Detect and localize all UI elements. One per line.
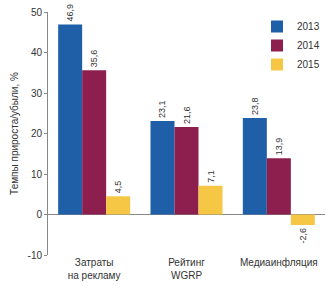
- svg-text:35,6: 35,6: [89, 50, 99, 68]
- svg-text:Затратына рекламу: Затратына рекламу: [68, 257, 121, 281]
- svg-text:0: 0: [36, 209, 42, 220]
- svg-text:Темпы прироста/убыли, %: Темпы прироста/убыли, %: [9, 72, 20, 195]
- svg-text:20: 20: [31, 128, 43, 139]
- svg-text:50: 50: [31, 7, 43, 18]
- svg-text:7,1: 7,1: [206, 170, 216, 183]
- svg-text:4,5: 4,5: [113, 181, 123, 194]
- svg-text:21,6: 21,6: [182, 106, 192, 124]
- svg-text:-10: -10: [28, 250, 43, 261]
- svg-text:2014: 2014: [297, 40, 320, 51]
- svg-text:10: 10: [31, 169, 43, 180]
- svg-text:13,9: 13,9: [274, 138, 284, 156]
- svg-text:2013: 2013: [297, 21, 320, 32]
- svg-text:23,1: 23,1: [157, 100, 167, 118]
- svg-text:Медиаинфляция: Медиаинфляция: [240, 257, 318, 268]
- svg-text:2015: 2015: [297, 59, 320, 70]
- svg-text:30: 30: [31, 88, 43, 99]
- svg-text:-2,6: -2,6: [298, 228, 308, 244]
- svg-text:РейтингWGRP: РейтингWGRP: [168, 257, 205, 281]
- svg-text:23,8: 23,8: [250, 98, 260, 116]
- svg-text:40: 40: [31, 47, 43, 58]
- svg-text:46,9: 46,9: [65, 4, 75, 22]
